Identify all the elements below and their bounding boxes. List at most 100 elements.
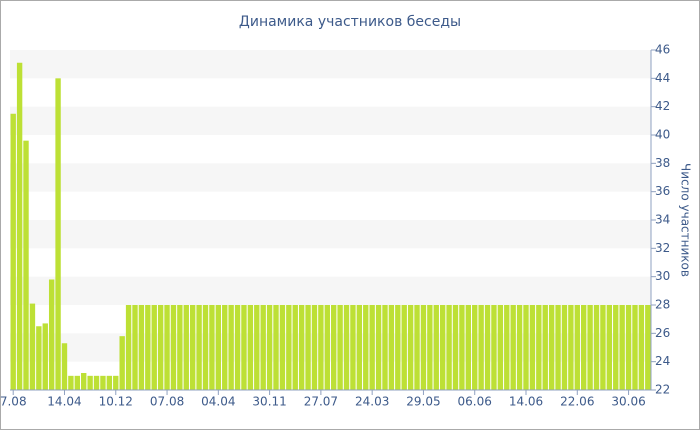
grid-band xyxy=(10,50,651,79)
bar xyxy=(581,305,587,390)
bar xyxy=(145,305,151,390)
y-tick-label: 38 xyxy=(655,156,670,170)
bar xyxy=(523,305,529,390)
y-tick-label: 36 xyxy=(655,184,670,198)
bar xyxy=(536,305,542,390)
x-tick-label: 24.03 xyxy=(355,395,389,409)
bar xyxy=(151,305,157,390)
x-tick-label: 29.05 xyxy=(406,395,440,409)
y-tick-label: 26 xyxy=(655,326,670,340)
x-tick-label: 7.08 xyxy=(0,395,27,409)
bar xyxy=(286,305,292,390)
bar xyxy=(497,305,504,390)
y-tick-label: 40 xyxy=(655,128,670,142)
bar xyxy=(100,375,106,390)
bar xyxy=(593,305,600,390)
bar xyxy=(106,375,113,390)
bar xyxy=(215,305,222,390)
bar xyxy=(427,305,433,390)
bar xyxy=(587,305,593,390)
bar xyxy=(331,305,337,390)
bar xyxy=(61,343,68,390)
bar xyxy=(266,305,273,390)
bar xyxy=(516,305,523,390)
bar xyxy=(234,305,241,390)
bar xyxy=(446,305,452,390)
bar xyxy=(414,305,420,390)
grid-band xyxy=(10,220,651,249)
bar xyxy=(202,305,209,390)
x-tick-label: 14.06 xyxy=(509,395,543,409)
bar xyxy=(407,305,414,390)
bar xyxy=(222,305,228,390)
bar xyxy=(542,305,548,390)
bar xyxy=(177,305,183,390)
bar xyxy=(420,305,427,390)
bar xyxy=(10,113,16,390)
x-tick-label: 30.06 xyxy=(611,395,645,409)
bar xyxy=(619,305,625,390)
x-tick-label: 27.07 xyxy=(304,395,338,409)
y-tick-label: 22 xyxy=(655,383,670,397)
y-tick-label: 44 xyxy=(655,71,670,85)
bar xyxy=(472,305,478,390)
x-tick-label: 22.06 xyxy=(560,395,594,409)
bar xyxy=(529,305,536,390)
grid-band xyxy=(10,276,651,305)
bar xyxy=(510,305,516,390)
bar xyxy=(632,305,638,390)
bar xyxy=(491,305,497,390)
bar xyxy=(189,305,196,390)
bar xyxy=(311,305,318,390)
y-axis-label: Число участников xyxy=(679,163,693,277)
grid-band xyxy=(10,106,651,135)
bar xyxy=(645,305,651,390)
bar xyxy=(183,305,189,390)
bar xyxy=(382,305,388,390)
x-tick-label: 14.04 xyxy=(47,395,81,409)
y-tick-label: 28 xyxy=(655,298,670,312)
bar xyxy=(375,305,382,390)
bar xyxy=(241,305,247,390)
bar xyxy=(273,305,279,390)
bar xyxy=(292,305,298,390)
bar xyxy=(138,305,145,390)
bar xyxy=(388,305,395,390)
bar xyxy=(478,305,484,390)
bar xyxy=(350,305,356,390)
bar xyxy=(279,305,286,390)
x-tick-label: 07.08 xyxy=(150,395,184,409)
bar xyxy=(401,305,407,390)
x-tick-label: 06.06 xyxy=(458,395,492,409)
bar xyxy=(68,375,74,390)
bar xyxy=(625,305,632,390)
bar xyxy=(452,305,459,390)
bar xyxy=(113,375,119,390)
bar xyxy=(119,336,125,390)
bar xyxy=(459,305,465,390)
y-tick-label: 24 xyxy=(655,354,670,368)
bar xyxy=(613,305,619,390)
bar xyxy=(247,305,254,390)
bar xyxy=(318,305,324,390)
bar xyxy=(298,305,305,390)
bar xyxy=(484,305,491,390)
bar xyxy=(260,305,266,390)
bar xyxy=(465,305,472,390)
bar xyxy=(574,305,580,390)
bar xyxy=(324,305,330,390)
bar xyxy=(369,305,375,390)
grid-band xyxy=(10,333,651,362)
y-tick-label: 32 xyxy=(655,241,670,255)
y-tick-label: 30 xyxy=(655,269,670,283)
bar xyxy=(125,305,132,390)
bar xyxy=(81,373,87,390)
bar xyxy=(343,305,350,390)
bar xyxy=(638,305,645,390)
bar xyxy=(74,375,80,390)
bar xyxy=(29,303,36,390)
bar xyxy=(170,305,177,390)
bar xyxy=(568,305,574,390)
bar xyxy=(87,375,93,390)
